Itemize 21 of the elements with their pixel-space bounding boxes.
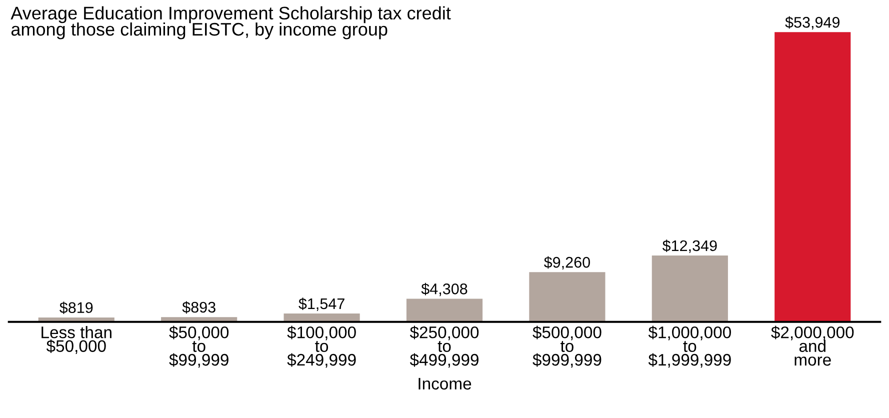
- x-axis-title: Income: [418, 378, 472, 390]
- data-label: $9,260: [544, 256, 590, 270]
- data-label: $4,308: [421, 282, 468, 296]
- data-label: $53,949: [785, 16, 840, 30]
- x-tick-label: $1,000,000 to $1,999,999: [648, 326, 731, 368]
- x-tick-label: $100,000 to $249,999: [287, 326, 356, 368]
- x-tick-label: Less than $50,000: [42, 326, 112, 354]
- x-tick-label: $50,000 to $99,999: [169, 326, 229, 368]
- data-label: $12,349: [662, 240, 717, 253]
- data-label: $819: [60, 302, 93, 314]
- chart-title: Average Education Improvement Scholarship tax credit among those claiming EISTC, by income group: [10, 6, 451, 40]
- bar: [284, 314, 360, 322]
- x-tick-label: $2,000,000 and more: [771, 326, 854, 366]
- bar: [774, 32, 851, 322]
- bar: [529, 272, 606, 322]
- bar: [652, 256, 728, 322]
- bar: [406, 298, 483, 322]
- x-tick-label: $250,000 to $499,999: [410, 326, 479, 368]
- data-label: $893: [182, 301, 216, 314]
- x-tick-label: $500,000 to $999,999: [532, 326, 602, 368]
- data-label: $1,547: [298, 298, 344, 311]
